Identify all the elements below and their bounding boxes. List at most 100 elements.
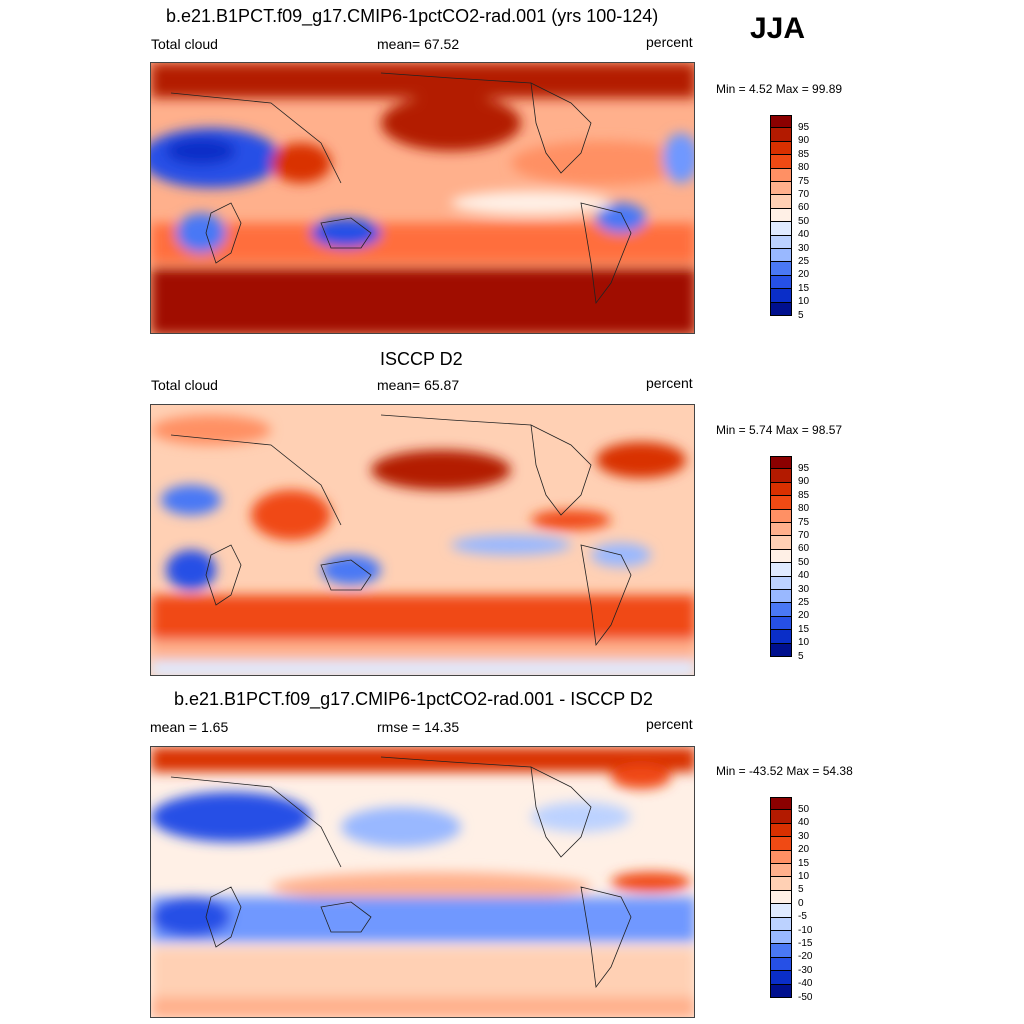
- colorbar-swatch: [770, 115, 792, 129]
- panel-3-title: b.e21.B1PCT.f09_g17.CMIP6-1pctCO2-rad.00…: [174, 689, 653, 709]
- colorbar-tick-label: -40: [798, 978, 813, 990]
- colorbar-tick-label: 30: [798, 830, 810, 842]
- colorbar-swatch: [770, 302, 792, 316]
- colorbar-tick-label: 5: [798, 309, 804, 321]
- colorbar-swatch: [770, 141, 792, 156]
- colorbar-swatch: [770, 456, 792, 470]
- colorbar-swatch: [770, 643, 792, 657]
- colorbar-swatch: [770, 797, 792, 811]
- colorbar-swatch: [770, 549, 792, 564]
- panel-2-title: ISCCP D2: [380, 349, 463, 369]
- colorbar-swatch: [770, 850, 792, 864]
- colorbar-swatch: [770, 590, 792, 604]
- colorbar-tick-label: 50: [798, 804, 810, 815]
- colorbar-swatch: [770, 837, 792, 851]
- colorbar-swatch: [770, 482, 792, 497]
- colorbar-swatch: [770, 603, 792, 617]
- colorbar-tick-label: 25: [798, 597, 810, 608]
- colorbar-swatch: [770, 904, 792, 918]
- colorbar-swatch: [770, 496, 792, 510]
- colorbar-swatch: [770, 864, 792, 878]
- panel-1-left-label: Total cloud: [151, 36, 218, 52]
- colorbar-tick-label: -5: [798, 911, 807, 923]
- colorbar-swatch: [770, 971, 792, 985]
- colorbar-swatch: [770, 877, 792, 891]
- colorbar-swatch: [770, 249, 792, 263]
- colorbar-swatch: [770, 944, 792, 958]
- panel-3-units: percent: [646, 716, 693, 732]
- season-label: JJA: [750, 12, 806, 45]
- panel-1-title: b.e21.B1PCT.f09_g17.CMIP6-1pctCO2-rad.00…: [166, 6, 659, 26]
- colorbar-swatch: [770, 523, 792, 537]
- colorbar-tick-label: 15: [798, 857, 810, 869]
- colorbar-tick-label: 0: [798, 897, 804, 909]
- colorbar-tick-label: 60: [798, 202, 810, 214]
- colorbar-tick-label: 95: [798, 122, 810, 133]
- panel-3-rmse: rmse = 14.35: [377, 719, 460, 735]
- panel-1-map: [150, 62, 695, 334]
- colorbar-tick-label: 80: [798, 162, 810, 174]
- colorbar-swatch: [770, 208, 792, 223]
- colorbar-tick-label: 75: [798, 516, 810, 528]
- colorbar-tick-label: 60: [798, 543, 810, 555]
- colorbar-swatch: [770, 616, 792, 631]
- colorbar-swatch: [770, 275, 792, 290]
- colorbar-tick-label: -50: [798, 991, 813, 1003]
- colorbar-tick-label: -10: [798, 924, 813, 936]
- colorbar-swatch: [770, 630, 792, 644]
- colorbar-tick-label: 5: [798, 884, 804, 896]
- colorbar-tick-label: 40: [798, 570, 810, 582]
- colorbar-swatch: [770, 182, 792, 196]
- colorbar-swatch: [770, 262, 792, 276]
- colorbar-swatch: [770, 509, 792, 523]
- colorbar-tick-label: 85: [798, 489, 810, 501]
- colorbar-swatch: [770, 235, 792, 249]
- colorbar-swatch: [770, 195, 792, 209]
- colorbar-swatch: [770, 168, 792, 182]
- colorbar-tick-label: 50: [798, 556, 810, 568]
- colorbar-tick-label: 70: [798, 530, 810, 541]
- colorbar-tick-label: 20: [798, 844, 810, 856]
- colorbar-swatch: [770, 810, 792, 824]
- panel-3-mean: mean = 1.65: [150, 719, 229, 735]
- colorbar-tick-label: 20: [798, 610, 810, 622]
- colorbar-tick-label: 20: [798, 269, 810, 281]
- colorbar-swatch: [770, 931, 792, 945]
- colorbar-tick-label: 40: [798, 817, 810, 829]
- colorbar-swatch: [770, 536, 792, 550]
- colorbar-tick-label: 90: [798, 135, 810, 147]
- colorbar-tick-label: 90: [798, 476, 810, 488]
- colorbar-tick-label: 25: [798, 256, 810, 267]
- colorbar-tick-label: 40: [798, 229, 810, 241]
- colorbar-tick-label: 30: [798, 583, 810, 595]
- panel-1-mean: mean= 67.52: [377, 36, 460, 52]
- colorbar-swatch: [770, 890, 792, 905]
- colorbar-tick-label: -20: [798, 951, 813, 963]
- colorbar-tick-label: 70: [798, 189, 810, 200]
- colorbar-swatch: [770, 957, 792, 972]
- colorbar-swatch: [770, 917, 792, 931]
- panel-3-minmax: Min = -43.52 Max = 54.38: [716, 764, 853, 778]
- colorbar-tick-label: 85: [798, 148, 810, 160]
- panel-2-map: [150, 404, 695, 676]
- colorbar-swatch: [770, 155, 792, 169]
- colorbar-swatch: [770, 289, 792, 303]
- colorbar-swatch: [770, 984, 792, 998]
- panel-3-map: [150, 746, 695, 1018]
- panel-2-left-label: Total cloud: [151, 377, 218, 393]
- colorbar-tick-label: 10: [798, 871, 810, 882]
- colorbar-swatch: [770, 469, 792, 483]
- panel-1-minmax: Min = 4.52 Max = 99.89: [716, 82, 843, 96]
- colorbar-swatch: [770, 576, 792, 590]
- panel-2-minmax: Min = 5.74 Max = 98.57: [716, 423, 843, 437]
- colorbar-tick-label: 95: [798, 463, 810, 474]
- panel-1-units: percent: [646, 34, 693, 50]
- colorbar-tick-label: 15: [798, 282, 810, 294]
- colorbar-tick-label: 50: [798, 215, 810, 227]
- colorbar-tick-label: 15: [798, 623, 810, 635]
- colorbar-tick-label: 80: [798, 503, 810, 515]
- colorbar-tick-label: 30: [798, 242, 810, 254]
- colorbar-tick-label: -15: [798, 938, 813, 949]
- colorbar-tick-label: 5: [798, 650, 804, 662]
- colorbar-tick-label: 10: [798, 637, 810, 649]
